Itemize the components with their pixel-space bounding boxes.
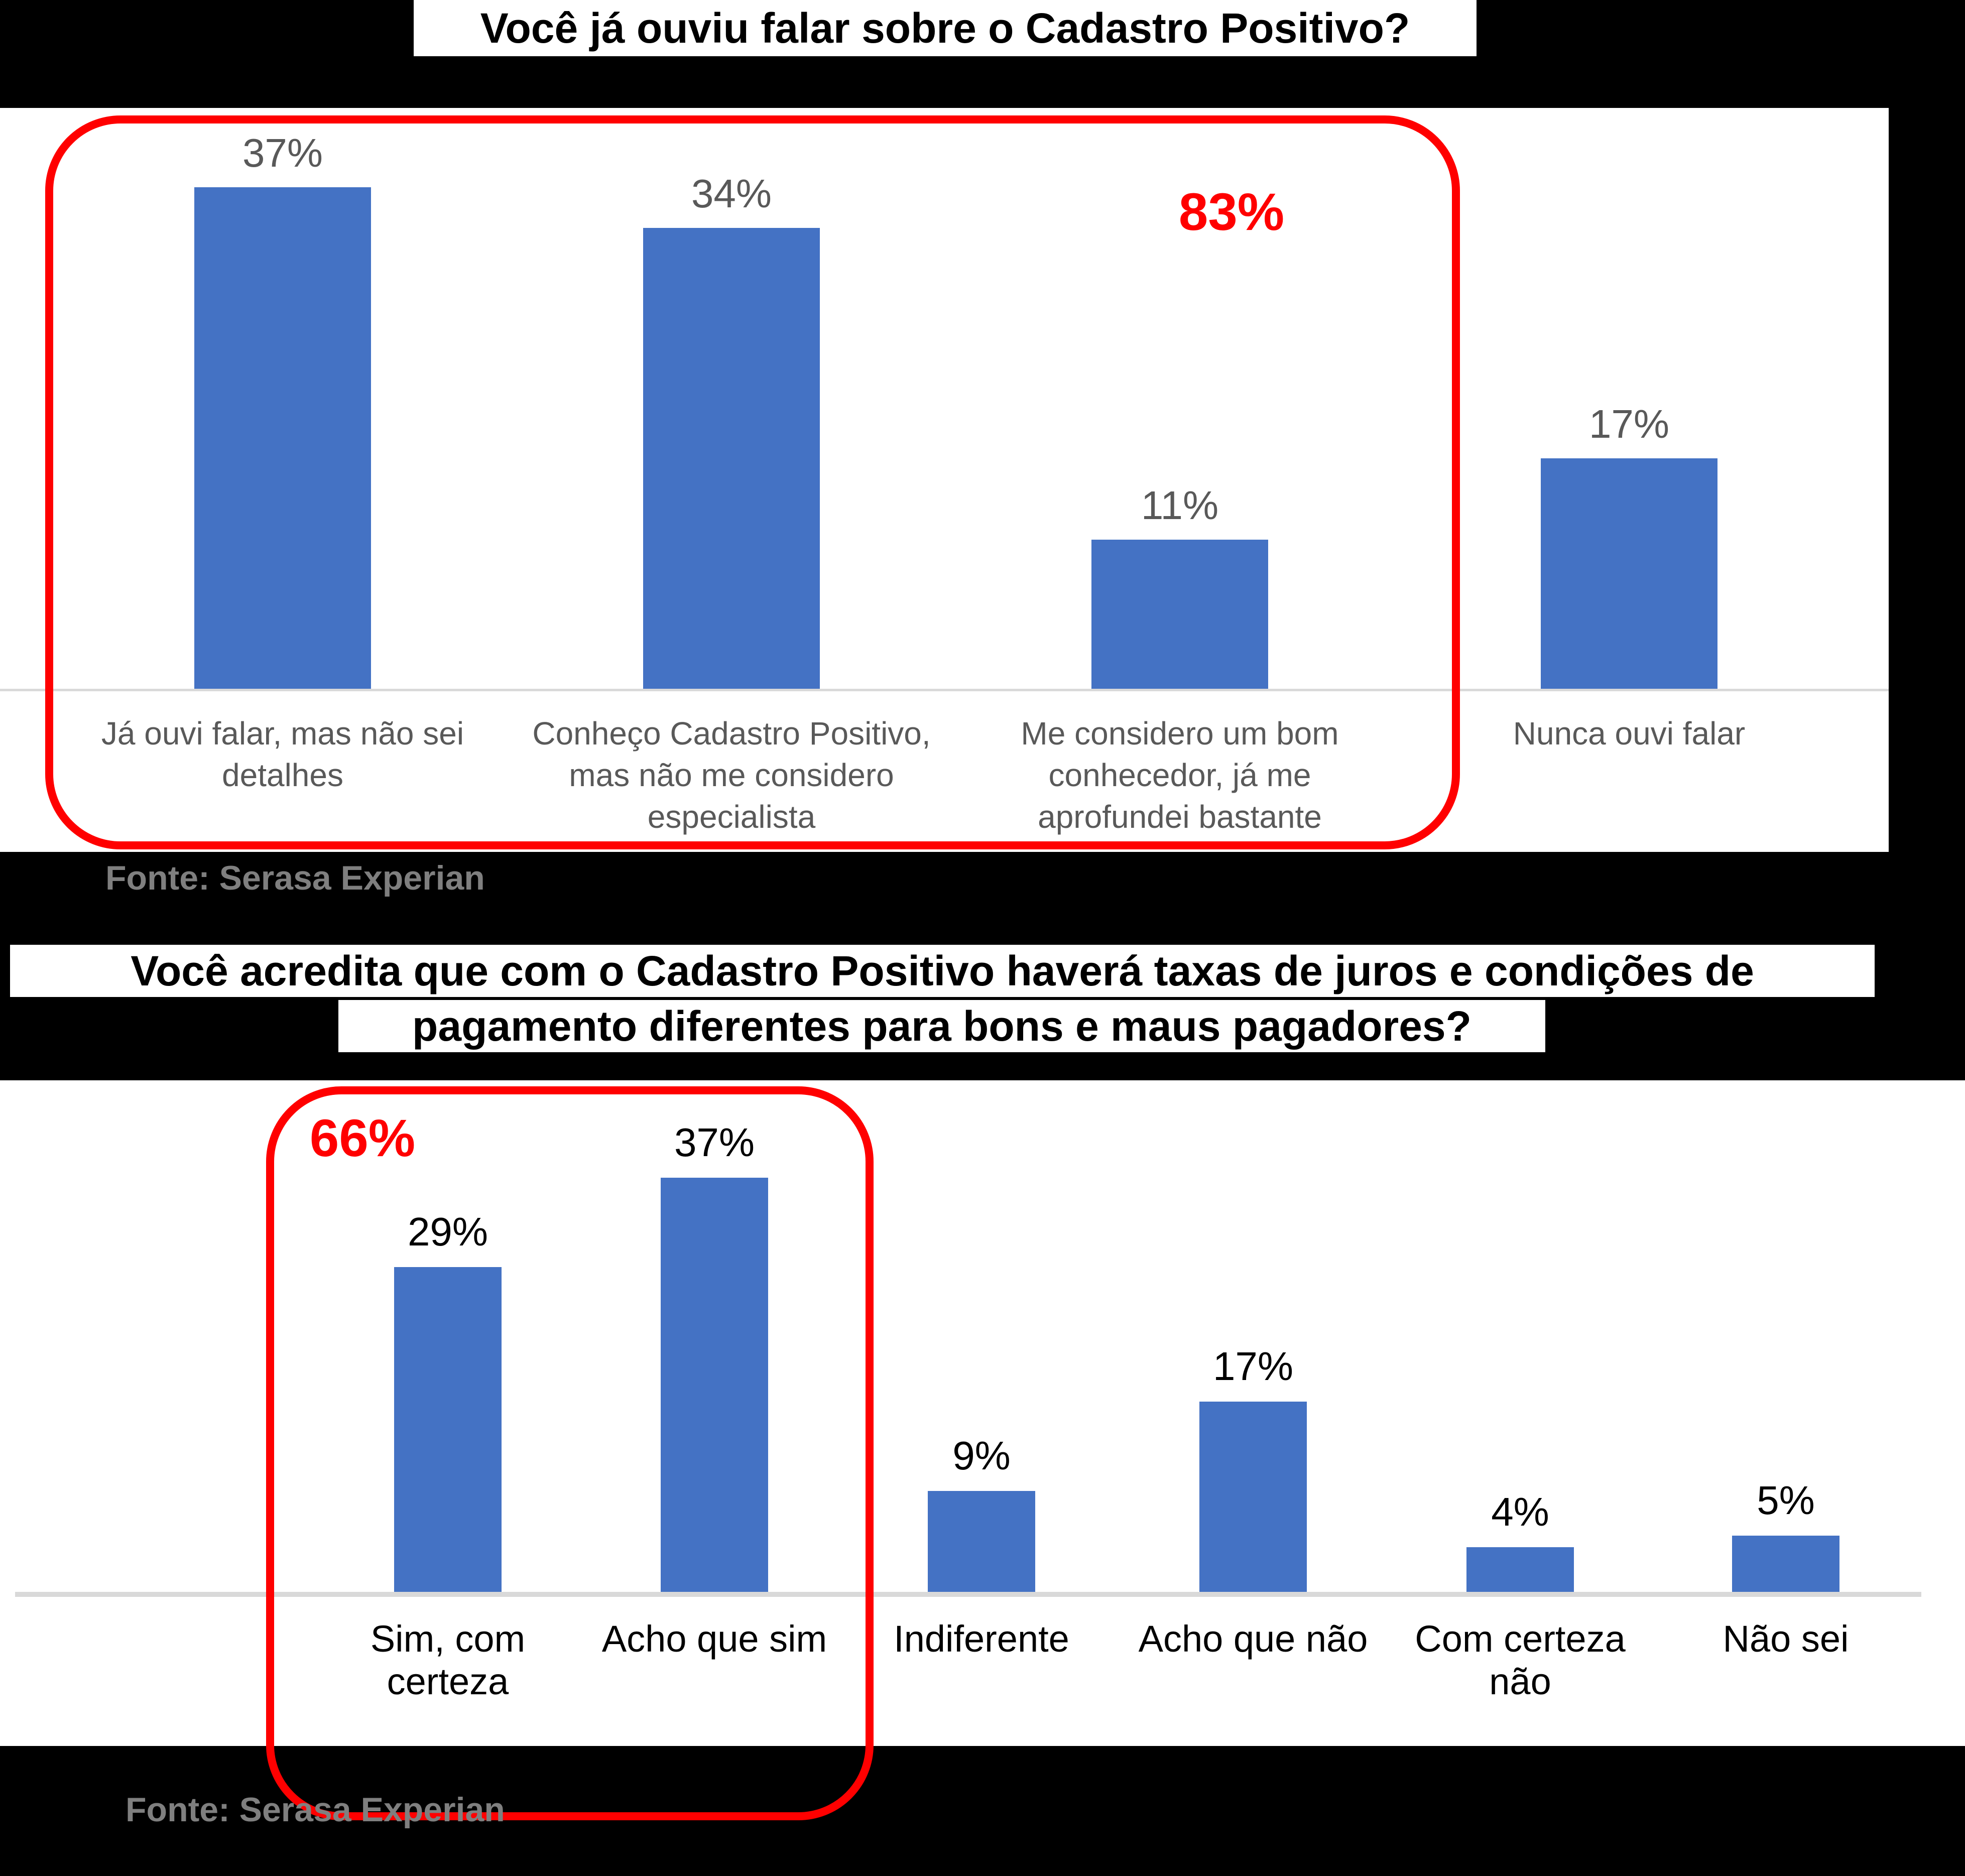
chart1-category-label-2: Conheço Cadastro Positivo, mas não me co… xyxy=(532,715,931,835)
chart1-category-label-3: Me considero um bom conhecedor, já me ap… xyxy=(1021,715,1339,835)
chart2-value-label-1: 29% xyxy=(407,1209,488,1254)
chart1-bar-3 xyxy=(1091,540,1268,689)
chart2-value-label-3: 9% xyxy=(952,1433,1011,1478)
chart1-category-label-4: Nunca ouvi falar xyxy=(1513,715,1746,752)
chart2-value-label-4: 17% xyxy=(1212,1344,1294,1389)
chart2-category-label-3: Indiferente xyxy=(894,1618,1069,1660)
chart2-highlight-box xyxy=(266,1086,874,1820)
chart2-value-label-5: 4% xyxy=(1491,1489,1549,1534)
chart1-value-label-4: 17% xyxy=(1588,402,1670,446)
chart1-x-axis-line xyxy=(0,689,1889,691)
chart2-category-label-5: Com certeza não xyxy=(1415,1618,1626,1703)
chart1-bar-2 xyxy=(643,228,820,689)
chart2-bar-6 xyxy=(1732,1536,1839,1592)
chart2-bar-5 xyxy=(1466,1547,1574,1592)
chart2-bar-2 xyxy=(661,1178,768,1592)
chart1-source: Fonte: Serasa Experian xyxy=(105,859,485,897)
chart2-source: Fonte: Serasa Experian xyxy=(126,1791,505,1829)
chart2-category-label-1: Sim, com certeza xyxy=(370,1618,526,1703)
chart1-value-label-1: 37% xyxy=(242,131,323,175)
chart2-highlight-percentage: 66% xyxy=(309,1109,416,1168)
chart2-plot-area: 66% 29% Sim, com certeza 37% Acho que sim 9%… xyxy=(0,1080,1965,1820)
chart1-bar-4 xyxy=(1541,458,1717,689)
chart1-plot-area: 83% 37% Já ouvi falar, mas não sei detalh… xyxy=(0,108,1889,852)
chart1-highlight-box xyxy=(45,115,1460,849)
chart1-title: Você já ouviu falar sobre o Cadastro Pos… xyxy=(414,0,1477,56)
chart2-category-label-6: Não sei xyxy=(1723,1618,1849,1660)
chart2-category-label-4: Acho que não xyxy=(1138,1618,1368,1660)
chart2-title-line2: pagamento diferentes para bons e maus pa… xyxy=(338,1000,1545,1052)
chart2-title-line1: Você acredita que com o Cadastro Positiv… xyxy=(10,945,1875,997)
chart1-bar-1 xyxy=(194,187,371,689)
chart2-bar-1 xyxy=(394,1267,502,1592)
chart2-category-label-2: Acho que sim xyxy=(601,1618,827,1660)
chart1-value-label-3: 11% xyxy=(1141,483,1219,528)
chart1-category-label-1: Já ouvi falar, mas não sei detalhes xyxy=(101,715,464,794)
chart2-bar-4 xyxy=(1199,1402,1307,1592)
chart1-value-label-2: 34% xyxy=(691,171,772,216)
chart2-bar-3 xyxy=(928,1491,1035,1592)
chart2-x-axis-line xyxy=(15,1592,1921,1597)
chart1-highlight-percentage: 83% xyxy=(1178,183,1285,241)
chart2-value-label-6: 5% xyxy=(1757,1478,1815,1523)
chart2-value-label-2: 37% xyxy=(674,1120,755,1165)
